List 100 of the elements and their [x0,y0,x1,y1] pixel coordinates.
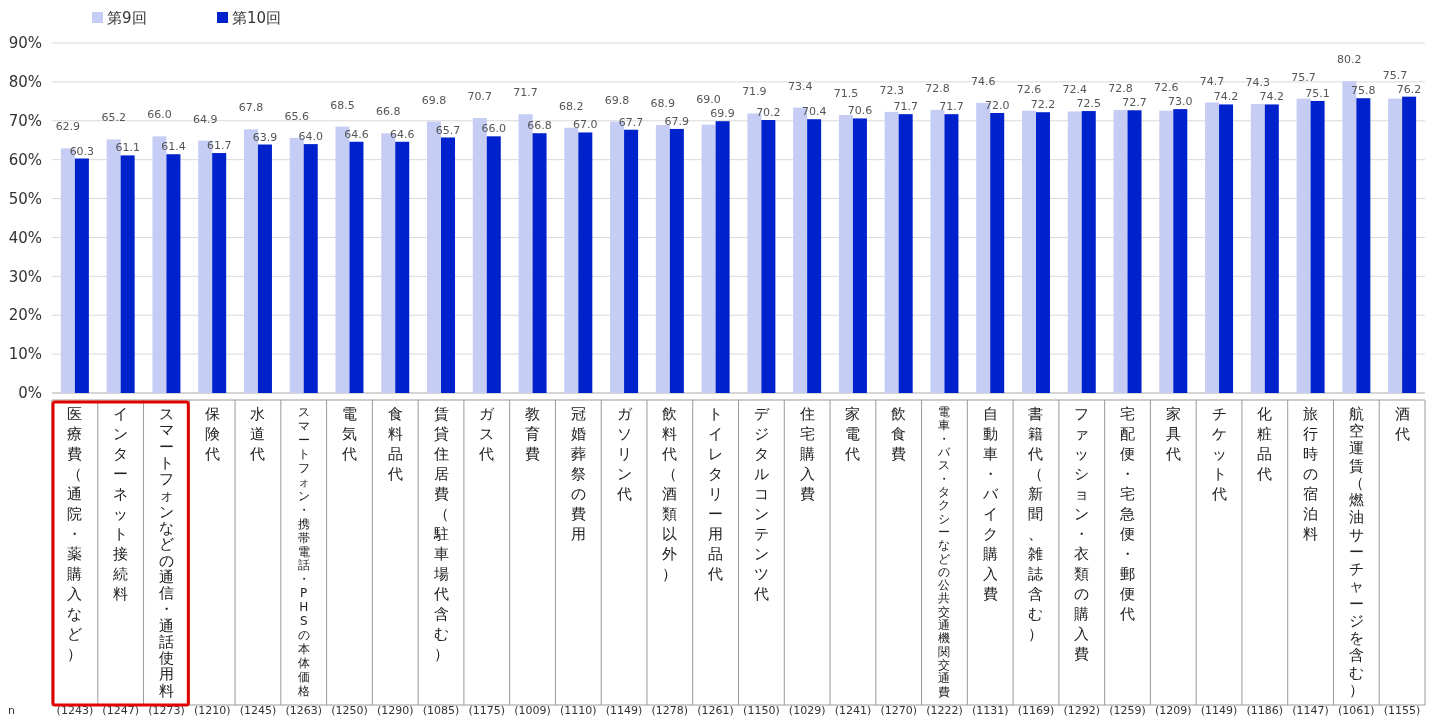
data-label: 71.7 [513,86,538,100]
text: (1209) [1154,704,1192,717]
x-tick-label: 教育費 [525,405,541,463]
category-label: 医療費（通院・薬購入など） [67,405,83,663]
text: (1245) [239,704,277,717]
data-label: 72.8 [1108,81,1133,95]
bar [1402,96,1417,393]
x-tick-label: 家具代 [1164,405,1181,463]
bar [532,133,547,393]
data-label: 65.7 [435,123,461,137]
category-label: 書籍代（新聞、雑誌含む） [1028,405,1044,643]
bar [701,124,716,393]
category-label: スマートフォンなどの通信・通話使用料 [158,405,174,700]
text: (1169) [1017,704,1055,717]
bar [1159,110,1174,393]
bar [1067,111,1082,393]
x-tick-label: ガソリン代 [615,405,633,503]
category-label: スマートフォン・携帯電話・PHSの本体価格 [297,405,310,699]
bar [944,114,959,393]
data-label: 75.7 [1291,70,1316,84]
legend-label: 第9回 [107,9,147,27]
bar [578,132,593,393]
category-label: デジタルコンテンツ代 [753,405,769,603]
text: (1222) [926,704,963,717]
data-label: 73.4 [787,79,813,93]
text: (1131) [971,704,1009,717]
bar [884,111,899,393]
data-label: 70.6 [847,104,873,118]
data-label: 70.7 [467,90,493,104]
data-label: 73.0 [1168,95,1193,109]
bar [564,127,579,393]
data-label: 74.2 [1259,90,1285,104]
data-label: 74.6 [970,74,996,88]
bar [1173,109,1188,393]
y-tick-label: 40% [8,228,42,247]
category-label: インターネット接続料 [113,405,129,603]
category-label: 宅配便・宅急便・郵便代 [1120,405,1136,623]
bar [1035,112,1050,393]
bar [1205,102,1220,393]
text: (1085) [422,704,460,717]
x-tick-label: 水道代 [249,405,266,463]
data-label: 64.9 [192,112,218,126]
bar [1264,104,1279,393]
text: (1292) [1063,704,1101,717]
bar [1388,98,1403,393]
bar [761,120,776,393]
data-label: 80.2 [1337,53,1362,67]
bar [624,129,639,393]
data-label: 66.8 [527,119,552,133]
data-label: 75.8 [1351,84,1376,98]
text: (1261) [697,704,734,717]
data-label: 72.7 [1122,96,1147,110]
x-tick-label: 保険代 [203,405,220,463]
data-label: 71.9 [742,85,767,99]
bar [1021,110,1036,393]
bar [838,114,853,393]
text: n [8,704,15,717]
bar [349,141,364,393]
bar [257,144,272,393]
y-tick-label: 70% [8,112,42,131]
legend-label: 第10回 [232,9,282,27]
text: (1149) [1200,704,1238,717]
data-label: 68.5 [330,98,355,112]
data-label: 72.6 [1154,81,1179,95]
text: (1273) [148,704,185,717]
data-label: 74.2 [1213,90,1239,104]
text: (1186) [1246,704,1284,717]
data-label: 65.6 [284,109,309,123]
data-label: 63.9 [252,130,278,144]
data-label: 64.6 [344,127,369,141]
x-tick-label: 電気代 [340,405,357,463]
x-tick-label: 化粧品代 [1256,405,1273,483]
y-tick-label: 60% [8,150,42,169]
category-label: ファッション・衣類の購入費 [1074,405,1090,663]
bar [1356,98,1371,393]
data-label: 68.2 [559,99,584,113]
bar [1296,98,1311,393]
text: (1210) [193,704,231,717]
data-label: 61.7 [206,139,232,153]
data-label: 74.3 [1245,76,1271,90]
bar [441,137,456,393]
data-label: 67.0 [573,118,598,132]
bar [1310,100,1325,393]
bar [74,158,89,393]
text: (1155) [1383,704,1421,717]
x-tick-label: 住宅購入費 [798,405,815,503]
data-label: 72.5 [1076,97,1101,111]
data-label: 66.0 [481,122,507,136]
bar [166,154,181,393]
text: (1263) [285,704,323,717]
data-label: 66.8 [376,105,401,119]
data-label: 71.5 [833,86,859,100]
text: (1247) [102,704,139,717]
text: (1061) [1338,704,1375,717]
category-label: トイレタリー用品代 [708,405,724,583]
data-label: 64.6 [390,127,415,141]
data-label: 72.0 [984,99,1010,112]
category-label: 航空運賃（燃油サーチャージを含む） [1348,405,1364,699]
data-label: 76.2 [1396,82,1422,96]
data-label: 68.9 [650,97,676,111]
